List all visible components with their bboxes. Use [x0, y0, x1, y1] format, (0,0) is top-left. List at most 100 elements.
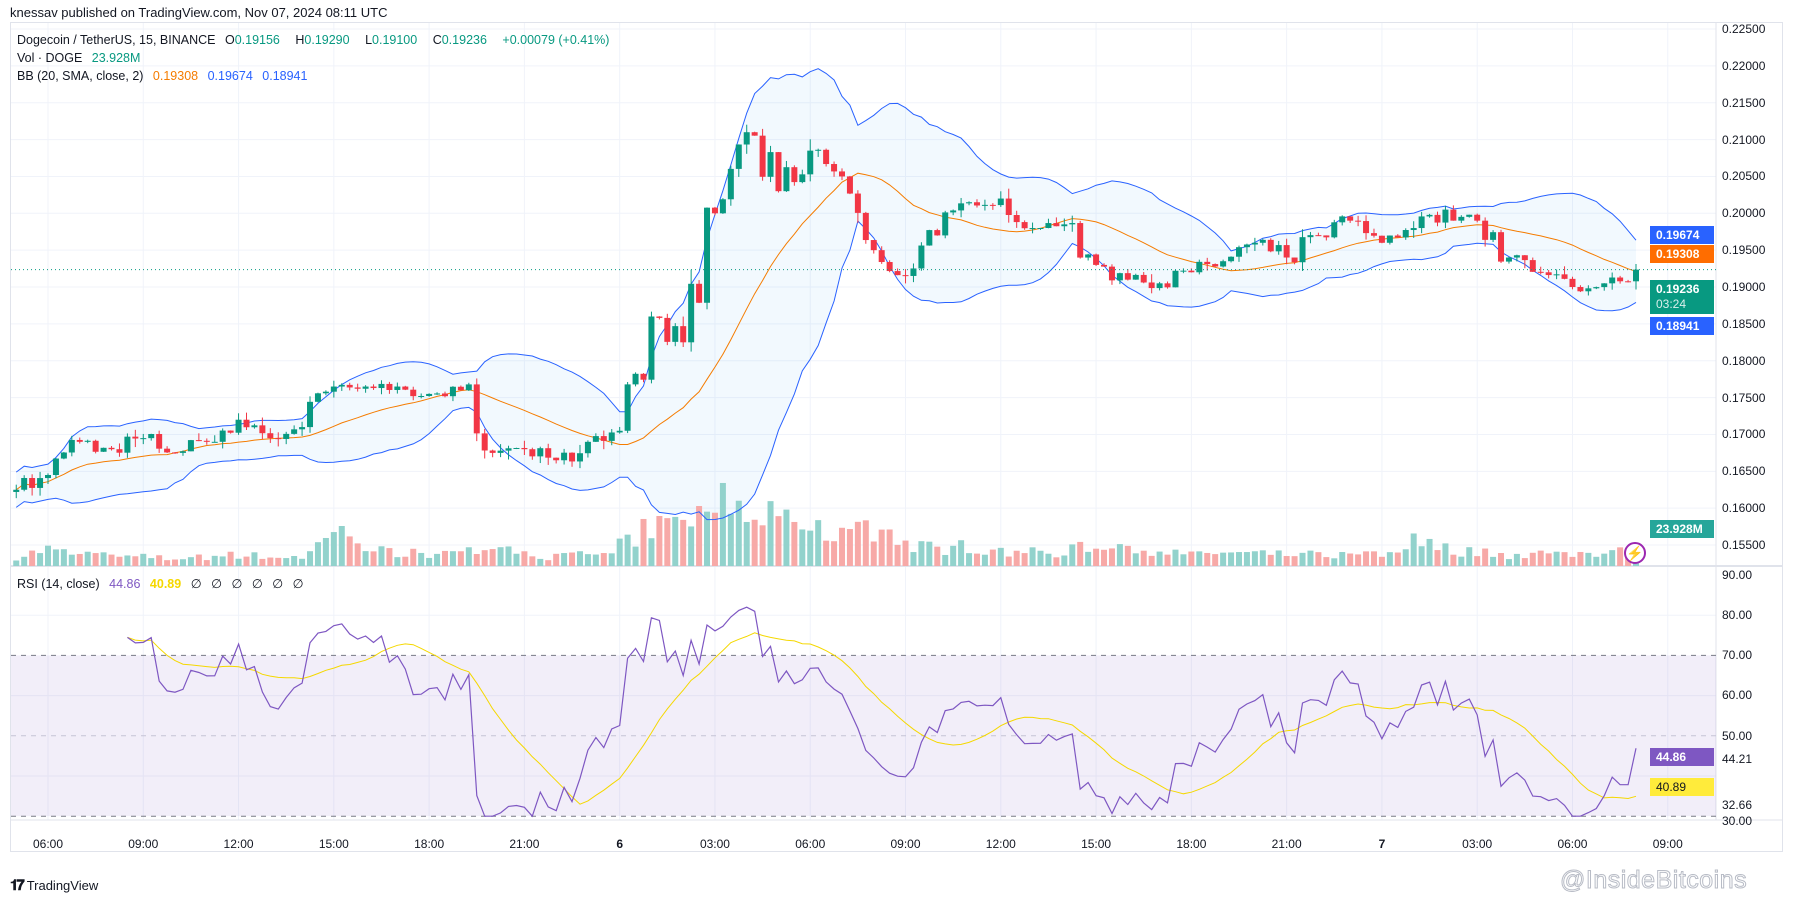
candle-body [521, 447, 528, 450]
candle [735, 144, 742, 177]
symbol-legend: Dogecoin / TetherUS, 15, BINANCE O0.1915… [17, 33, 615, 47]
time-axis-label: 12:00 [223, 837, 254, 851]
volume-bar [1037, 550, 1044, 566]
candle-body [68, 439, 75, 453]
candle-body [569, 452, 576, 462]
candle-body [37, 478, 44, 488]
candle-body [529, 449, 536, 457]
candle-body [751, 132, 758, 136]
candle-body [624, 384, 631, 431]
candle-body [553, 457, 560, 461]
volume-bar [775, 516, 782, 566]
volume-bar [1426, 538, 1433, 566]
candle-body [1069, 223, 1076, 225]
candle [21, 475, 28, 492]
candle [616, 426, 623, 434]
volume-bar [1617, 547, 1624, 566]
volume-bar [29, 550, 36, 566]
volume-bar [1140, 550, 1147, 566]
candle-body [1569, 278, 1576, 288]
candle [1116, 272, 1123, 285]
candle [1124, 269, 1131, 281]
volume-bar [1299, 552, 1306, 566]
candle-body [1212, 264, 1219, 267]
time-axis-label: 12:00 [985, 837, 1016, 851]
candle-body [481, 433, 488, 451]
candle [1505, 256, 1512, 264]
volume-bar [664, 518, 671, 566]
time-axis-label: 15:00 [1081, 837, 1112, 851]
candle [910, 263, 917, 283]
bb-basis-value: 0.19308 [152, 69, 199, 83]
lightning-icon[interactable]: ⚡ [1624, 542, 1646, 564]
candle-body [394, 386, 401, 390]
volume-bar [910, 552, 917, 566]
candle-body [84, 440, 91, 442]
volume-bar [584, 554, 591, 566]
time-axis-label: 09:00 [128, 837, 159, 851]
bb-lower-line [15, 220, 1637, 521]
candle-body [1434, 214, 1441, 223]
candle [1537, 266, 1544, 275]
candle-body [140, 438, 147, 440]
candle-body [124, 436, 131, 453]
volume-bar [1315, 552, 1322, 566]
candle-body [545, 448, 552, 458]
price-axis-label: 0.15500 [1722, 538, 1766, 553]
volume-bar [481, 550, 488, 566]
candle [124, 433, 131, 458]
volume-bar [1172, 549, 1179, 566]
candle [1220, 259, 1227, 268]
candle [1228, 256, 1235, 263]
volume-bar [449, 551, 456, 566]
volume-bar [997, 547, 1004, 566]
volume-bar [1108, 548, 1115, 566]
volume-bar [251, 552, 258, 566]
candle-body [1013, 215, 1020, 223]
volume-bar [179, 559, 186, 566]
candle-body [1140, 274, 1147, 283]
candle-body [1005, 198, 1012, 216]
candle-body [854, 193, 861, 213]
candle [1434, 211, 1441, 227]
time-axis-label: 21:00 [509, 837, 540, 851]
candle-body [878, 250, 885, 263]
candle [1466, 214, 1473, 218]
candle [664, 313, 671, 346]
volume-bar [1291, 556, 1298, 566]
volume-bar [418, 552, 425, 566]
candle-body [1196, 261, 1203, 273]
candle [362, 385, 369, 393]
volume-label[interactable]: Vol · DOGE [17, 51, 83, 65]
volume-bar [124, 555, 131, 566]
candle-body [1251, 242, 1258, 245]
candle-body [1402, 230, 1409, 238]
candle [299, 421, 306, 436]
candle [592, 433, 599, 442]
candle [60, 451, 67, 460]
candle-body [1418, 216, 1425, 229]
price-axis-label: 0.16500 [1722, 464, 1766, 479]
candle-body [926, 230, 933, 246]
candle [934, 228, 941, 236]
candle [314, 392, 321, 403]
candle [1339, 215, 1346, 226]
candle [624, 381, 631, 434]
volume-bar [799, 529, 806, 566]
candle [418, 393, 425, 399]
tradingview-logo[interactable]: 𝟏𝟕 TradingView [10, 877, 98, 894]
bb-label[interactable]: BB (20, SMA, close, 2) [17, 69, 144, 83]
candle-body [902, 275, 909, 277]
volume-bar [45, 545, 51, 566]
volume-bar [307, 551, 314, 566]
volume-bar [1077, 541, 1084, 566]
price-axis-label: 0.21500 [1722, 95, 1766, 110]
symbol-name[interactable]: Dogecoin / TetherUS, 15, BINANCE [17, 33, 216, 47]
candle-body [386, 383, 393, 390]
rsi-label[interactable]: RSI (14, close) [17, 577, 100, 591]
volume-bar [846, 529, 853, 566]
price-axis-label: 0.19500 [1722, 243, 1766, 258]
candle-body [1410, 228, 1417, 231]
bar-countdown: 03:24 [1656, 297, 1687, 311]
